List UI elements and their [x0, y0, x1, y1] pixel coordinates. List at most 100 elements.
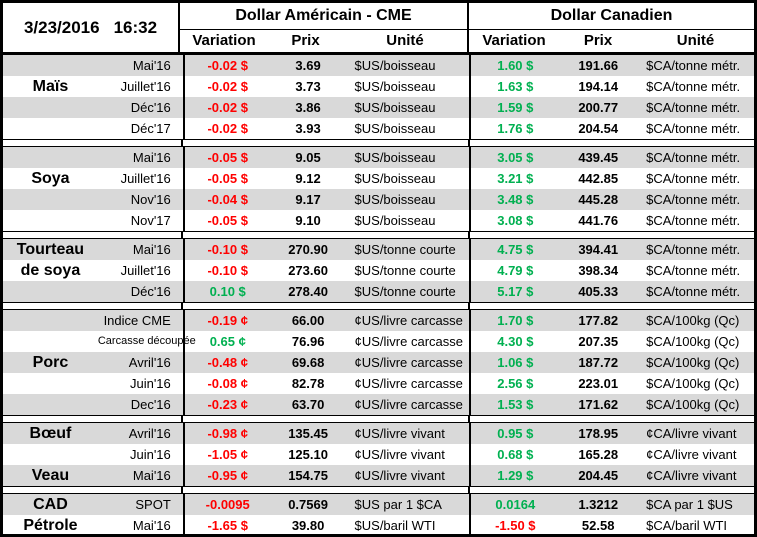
table-row: Pétrole Mai'16 -1.65 $ 39.80 $US/baril WTI -1…	[3, 515, 754, 534]
contract-label: Nov'16	[130, 192, 171, 207]
us-price-value: 39.80	[291, 518, 325, 533]
ca-variation-value: 0.0164	[469, 494, 559, 515]
ca-price-value: 223.01	[578, 376, 619, 391]
category-label	[3, 55, 98, 76]
category-label	[3, 210, 98, 231]
us-price-value: 135.45	[288, 426, 328, 441]
table-row: Juin'16 -0.08 ¢ 82.78 ¢US/livre carcasse 2.5…	[3, 373, 754, 394]
us-variation-value: -0.10 $	[182, 239, 271, 260]
us-unit-label: $US/boisseau	[354, 171, 436, 186]
ca-price-value: 207.35	[578, 334, 619, 349]
category-label: CAD	[33, 496, 68, 513]
category-label: Maïs	[32, 78, 69, 95]
us-variation-value: -0.02 $	[182, 118, 271, 139]
us-unit-label: $US/boisseau	[354, 150, 436, 165]
us-price-header: Prix	[291, 32, 320, 49]
us-unit-label: ¢US/livre vivant	[354, 426, 445, 441]
category-label	[3, 118, 98, 139]
contract-label: Juillet'16	[120, 171, 171, 186]
ca-variation-value: 5.17 $	[469, 281, 559, 302]
ca-unit-label: $CA/tonne métr.	[646, 79, 741, 94]
ca-variation-value: 4.75 $	[469, 239, 559, 260]
us-variation-value: -0.02 $	[182, 97, 271, 118]
contract-label: Juin'16	[129, 376, 171, 391]
group-separator	[3, 303, 754, 309]
us-price-value: 82.78	[291, 376, 325, 391]
ca-price-value: 1.3212	[578, 497, 619, 512]
ca-unit-label: $CA par 1 $US	[646, 497, 733, 512]
us-unit-header: Unité	[386, 32, 424, 49]
ca-variation-value: 4.79 $	[469, 260, 559, 281]
us-price-value: 278.40	[288, 284, 328, 299]
us-variation-value: -1.05 ¢	[182, 444, 271, 465]
table-row: Nov'17 -0.05 $ 9.10 $US/boisseau 3.08 $ 441.7…	[3, 210, 754, 231]
commodity-group: CAD SPOT -0.0095 0.7569 $US par 1 $CA 0.0164 1…	[3, 493, 754, 534]
table-row: Déc'16 -0.02 $ 3.86 $US/boisseau 1.59 $ 200.7…	[3, 97, 754, 118]
category-label: Veau	[31, 467, 70, 484]
ca-price-value: 171.62	[578, 397, 619, 412]
group-separator	[3, 140, 754, 146]
ca-unit-label: $CA/tonne métr.	[646, 263, 741, 278]
ca-variation-value: 3.08 $	[469, 210, 559, 231]
us-unit-label: ¢US/livre carcasse	[354, 334, 463, 349]
us-variation-value: -1.65 $	[182, 515, 271, 534]
contract-label: Juillet'16	[120, 263, 171, 278]
us-variation-value: -0.48 ¢	[182, 352, 271, 373]
ca-unit-label: $CA/tonne métr.	[646, 100, 741, 115]
ca-variation-value: 1.06 $	[469, 352, 559, 373]
ca-variation-value: 1.59 $	[469, 97, 559, 118]
ca-variation-value: 1.63 $	[469, 76, 559, 97]
category-label: Pétrole	[23, 517, 78, 534]
report-date: 3/23/2016	[23, 17, 100, 37]
us-unit-label: $US/boisseau	[354, 100, 436, 115]
table-row: Carcasse découpée 0.65 ¢ 76.96 ¢US/livre ca…	[3, 331, 754, 352]
category-label: Soya	[31, 170, 70, 187]
ca-variation-value: 4.30 $	[469, 331, 559, 352]
us-unit-label: $US/tonne courte	[354, 263, 456, 278]
report-time: 16:32	[113, 17, 158, 37]
table-header: 3/23/2016 16:32 Dollar Américain - CME V…	[3, 3, 754, 54]
us-price-value: 3.93	[295, 121, 321, 136]
ca-unit-label: $CA/tonne métr.	[646, 242, 741, 257]
us-variation-value: -0.05 $	[182, 210, 271, 231]
contract-label: Dec'16	[130, 397, 171, 412]
table-row: Mai'16 -0.02 $ 3.69 $US/boisseau 1.60 $ 191.6…	[3, 55, 754, 76]
contract-label: Carcasse découpée	[97, 335, 196, 347]
ca-section-title: Dollar Canadien	[469, 3, 754, 30]
us-price-value: 270.90	[288, 242, 328, 257]
us-price-value: 154.75	[288, 468, 328, 483]
group-separator	[3, 416, 754, 422]
table-row: de soya Juillet'16 -0.10 $ 273.60 $US/tonne …	[3, 260, 754, 281]
ca-variation-value: 2.56 $	[469, 373, 559, 394]
group-separator	[3, 232, 754, 238]
us-unit-label: $US/tonne courte	[354, 242, 456, 257]
us-unit-label: $US/tonne courte	[354, 284, 456, 299]
ca-unit-label: ¢CA/livre vivant	[646, 447, 737, 462]
ca-unit-label: $CA/100kg (Qc)	[646, 334, 740, 349]
table-row: Déc'17 -0.02 $ 3.93 $US/boisseau 1.76 $ 204.5…	[3, 118, 754, 139]
us-variation-value: 0.10 $	[182, 281, 271, 302]
ca-price-value: 187.72	[578, 355, 619, 370]
us-variation-value: -0.95 ¢	[182, 465, 271, 486]
contract-label: Déc'16	[130, 284, 171, 299]
ca-price-value: 394.41	[578, 242, 619, 257]
us-price-value: 3.73	[295, 79, 321, 94]
ca-unit-label: $CA/baril WTI	[646, 518, 728, 533]
ca-price-value: 405.33	[578, 284, 619, 299]
ca-unit-label: $CA/tonne métr.	[646, 192, 741, 207]
ca-variation-value: 1.29 $	[469, 465, 559, 486]
contract-label: Mai'16	[132, 58, 171, 73]
us-unit-label: $US/baril WTI	[354, 518, 436, 533]
us-variation-value: -0.02 $	[182, 55, 271, 76]
ca-variation-value: 1.76 $	[469, 118, 559, 139]
table-row: CAD SPOT -0.0095 0.7569 $US par 1 $CA 0.0164 1…	[3, 494, 754, 515]
ca-price-value: 200.77	[578, 100, 619, 115]
contract-label: Mai'16	[132, 242, 171, 257]
table-row: Bœuf Avril'16 -0.98 ¢ 135.45 ¢US/livre vivan…	[3, 423, 754, 444]
us-price-value: 3.86	[295, 100, 321, 115]
ca-unit-label: $CA/tonne métr.	[646, 150, 741, 165]
contract-label: Mai'16	[132, 150, 171, 165]
ca-variation-value: 3.05 $	[469, 147, 559, 168]
ca-price-value: 165.28	[578, 447, 619, 462]
ca-price-value: 204.54	[578, 121, 619, 136]
